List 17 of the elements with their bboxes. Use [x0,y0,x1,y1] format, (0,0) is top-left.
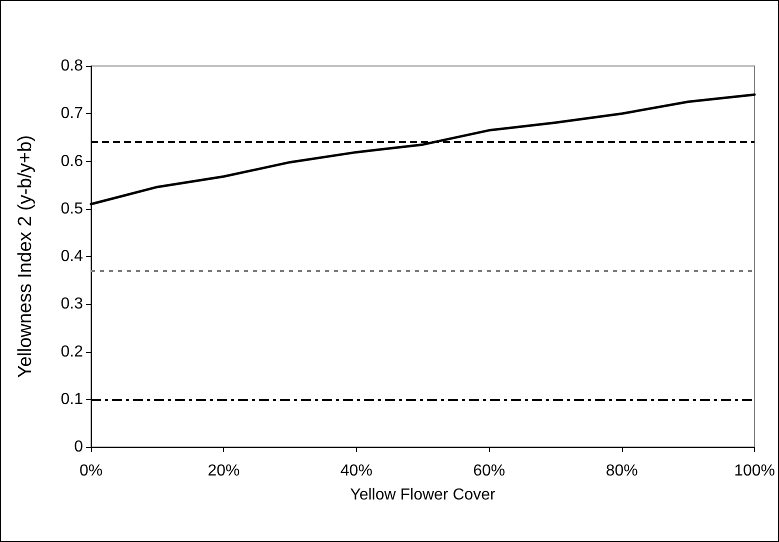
y-tick-label: 0.1 [60,390,84,408]
x-tick-label: 20% [208,462,240,480]
y-tick-label: 0.2 [60,343,84,360]
x-tick-label: 100% [734,462,775,480]
x-tick-label: 40% [340,462,372,480]
y-tick-label: 0.5 [60,200,84,218]
x-tick-label: 0% [79,462,103,480]
y-tick-label: 0 [74,438,84,456]
x-tick-label: 60% [473,462,506,480]
x-tick-label: 80% [606,462,638,480]
y-tick-label: 0.8 [60,58,84,74]
y-tick-label: 0.6 [60,152,84,170]
y-tick-label: 0.7 [60,105,84,122]
x-axis-title: Yellow Flower Cover [350,486,496,504]
y-tick-label: 0.4 [60,248,84,265]
y-axis-title: Yellowness Index 2 (y-b/y+b) [15,135,36,378]
y-tick-label: 0.3 [60,296,84,313]
